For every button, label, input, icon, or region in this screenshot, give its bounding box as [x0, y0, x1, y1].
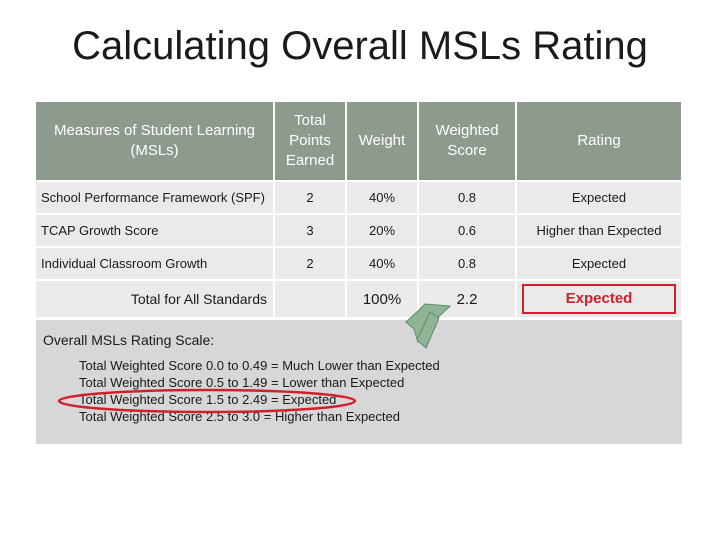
table-row: Individual Classroom Growth 2 40% 0.8 Ex… [36, 247, 683, 281]
msl-table: Measures of Student Learning (MSLs) Tota… [36, 102, 683, 319]
total-rating-highlight: Expected [522, 284, 676, 314]
cell-weight: 40% [346, 247, 419, 281]
cell-measure: School Performance Framework (SPF) [36, 181, 275, 215]
table-row: School Performance Framework (SPF) 2 40%… [36, 181, 683, 215]
scale-line: Total Weighted Score 0.5 to 1.49 = Lower… [79, 375, 405, 390]
table-row: TCAP Growth Score 3 20% 0.6 Higher than … [36, 214, 683, 248]
total-row: Total for All Standards 100% 2.2 Expecte… [36, 280, 683, 319]
total-label: Total for All Standards [36, 280, 275, 319]
total-weight: 100% [346, 280, 419, 319]
cell-rating: Expected [516, 181, 683, 215]
cell-rating: Higher than Expected [516, 214, 683, 248]
cell-rating: Expected [516, 247, 683, 281]
cell-weight: 20% [346, 214, 419, 248]
cell-weighted: 0.8 [418, 247, 517, 281]
slide-title: Calculating Overall MSLs Rating [72, 24, 648, 68]
header-points: Total Points Earned [274, 102, 347, 182]
scale-line: Total Weighted Score 0.0 to 0.49 = Much … [79, 358, 440, 373]
cell-weighted: 0.6 [418, 214, 517, 248]
cell-weighted: 0.8 [418, 181, 517, 215]
rating-scale-box: Overall MSLs Rating Scale: Total Weighte… [36, 320, 682, 444]
header-measure: Measures of Student Learning (MSLs) [36, 102, 275, 182]
header-rating: Rating [516, 102, 683, 182]
scale-line: Total Weighted Score 2.5 to 3.0 = Higher… [79, 409, 400, 424]
total-points [274, 280, 347, 319]
cell-measure: TCAP Growth Score [36, 214, 275, 248]
total-weighted-score: 2.2 [418, 280, 517, 319]
cell-points: 2 [274, 181, 347, 215]
header-weight: Weight [346, 102, 419, 182]
scale-line: Total Weighted Score 1.5 to 2.49 = Expec… [79, 392, 337, 407]
scale-title: Overall MSLs Rating Scale: [43, 332, 215, 348]
header-row: Measures of Student Learning (MSLs) Tota… [36, 102, 683, 182]
cell-measure: Individual Classroom Growth [36, 247, 275, 281]
cell-points: 2 [274, 247, 347, 281]
total-rating-cell: Expected [516, 280, 683, 319]
cell-weight: 40% [346, 181, 419, 215]
scale-lines: Total Weighted Score 0.0 to 0.49 = Much … [79, 357, 440, 425]
header-weighted-score: Weighted Score [418, 102, 517, 182]
cell-points: 3 [274, 214, 347, 248]
